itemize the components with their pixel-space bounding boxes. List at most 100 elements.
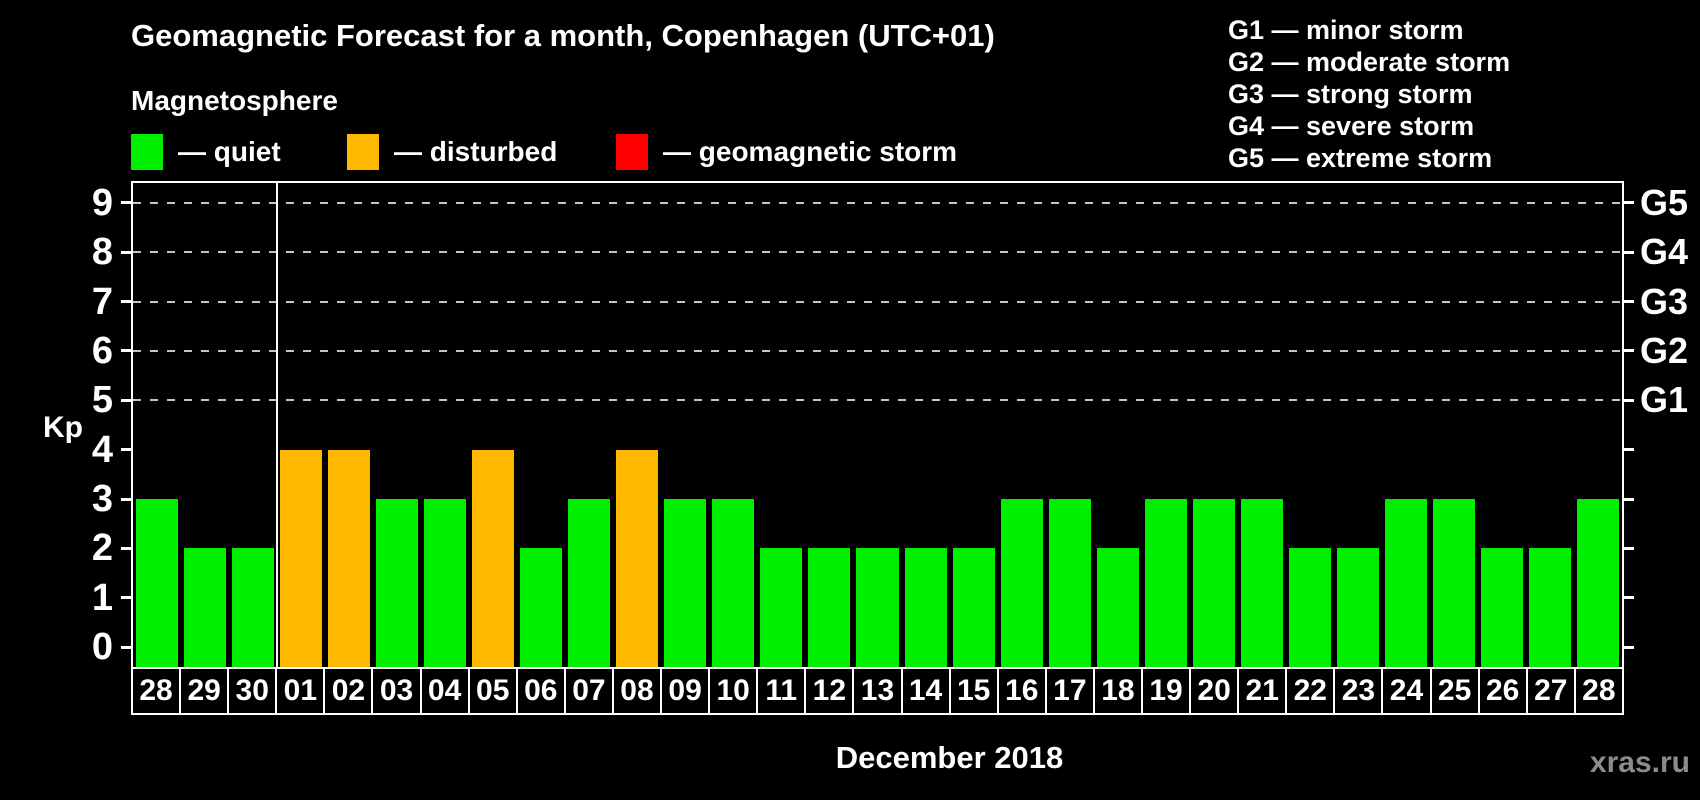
right-axis-tick xyxy=(1624,596,1634,600)
kp-bar xyxy=(1288,548,1331,667)
disturbed-color-swatch xyxy=(347,134,379,170)
kp-bar xyxy=(232,548,275,667)
kp-bar xyxy=(1576,499,1619,667)
g-scale-legend-line: G4 — severe storm xyxy=(1228,111,1475,141)
chart-title: Geomagnetic Forecast for a month, Copenh… xyxy=(131,18,995,53)
y-axis-tick-label: 6 xyxy=(91,329,113,372)
x-axis-date-cell: 01 xyxy=(275,667,326,715)
x-axis-date-cell: 13 xyxy=(852,667,903,715)
gridline-kp9 xyxy=(133,201,1622,204)
kp-bar xyxy=(664,499,707,667)
kp-bar xyxy=(760,548,803,667)
x-axis-date-cell: 20 xyxy=(1189,667,1240,715)
g-scale-legend-line: G2 — moderate storm xyxy=(1228,47,1511,77)
kp-bar xyxy=(568,499,611,667)
plot-area: 0 1 2 3 4 5 6 7 8 9 G1 G2 G3 G4 G5 xyxy=(92,181,1688,669)
g-scale-legend-line: G3 — strong storm xyxy=(1228,79,1473,109)
y-axis-tick xyxy=(121,398,131,402)
y-axis-tick-label: 8 xyxy=(91,231,113,274)
right-axis-tick xyxy=(1624,300,1634,304)
kp-bar xyxy=(1096,548,1139,667)
y-axis-tick-label: 3 xyxy=(91,478,113,521)
x-axis-date-cell: 27 xyxy=(1525,667,1576,715)
g-level-label-g3: G3 xyxy=(1640,280,1689,322)
watermark: xras.ru xyxy=(1589,746,1690,779)
x-axis-date-cell: 17 xyxy=(1044,667,1095,715)
g-scale-legend: G1 — minor storm G2 — moderate storm G3 — … xyxy=(1228,14,1510,174)
x-axis-date-cell: 21 xyxy=(1237,667,1288,715)
y-axis-tick xyxy=(121,596,131,600)
right-axis-tick xyxy=(1624,201,1634,205)
gridline-kp5 xyxy=(133,399,1622,402)
x-axis-date-cell: 26 xyxy=(1477,667,1528,715)
gridline-kp7 xyxy=(133,300,1622,303)
x-axis-date-cell: 28 xyxy=(1573,667,1624,715)
kp-bar xyxy=(424,499,467,667)
magnetosphere-heading: Magnetosphere xyxy=(131,85,338,116)
y-axis-tick xyxy=(121,645,131,649)
geomagnetic-storm-color-swatch xyxy=(616,134,648,170)
kp-bar xyxy=(808,548,851,667)
kp-bar xyxy=(1192,499,1235,667)
y-axis-tick xyxy=(121,201,131,205)
right-axis-tick xyxy=(1624,398,1634,402)
kp-bar xyxy=(1000,499,1043,667)
y-axis-tick-label: 1 xyxy=(91,576,113,619)
y-axis-tick-label: 7 xyxy=(91,280,113,323)
right-axis-tick xyxy=(1624,250,1634,254)
g-level-label-g5: G5 xyxy=(1640,181,1689,223)
right-axis-tick xyxy=(1624,645,1634,649)
kp-bar xyxy=(616,449,659,667)
kp-bar xyxy=(184,548,227,667)
y-axis-tick-label: 0 xyxy=(91,626,113,669)
gridline-kp8 xyxy=(133,251,1622,254)
g-level-label-g4: G4 xyxy=(1640,231,1689,273)
g-scale-legend-line: G5 — extreme storm xyxy=(1228,143,1493,173)
x-axis-date-cell: 02 xyxy=(323,667,374,715)
month-separator-line xyxy=(276,183,279,667)
kp-bar xyxy=(856,548,899,667)
g-level-label-g2: G2 xyxy=(1640,329,1689,371)
y-axis-tick xyxy=(121,546,131,550)
legend-item-disturbed: — disturbed xyxy=(347,134,557,170)
x-axis-date-cell: 06 xyxy=(515,667,566,715)
x-axis-date-cell: 30 xyxy=(227,667,278,715)
legend-item-quiet: — quiet xyxy=(131,134,281,170)
x-axis-date-cells: 28 29 30 01 02 03 04 05 06 07 08 09 10 11 12 13 14 15 16 17… xyxy=(131,667,1624,715)
x-axis-month-label: December 2018 xyxy=(835,740,1064,775)
kp-bar xyxy=(1480,548,1523,667)
x-axis-date-cell: 28 xyxy=(131,667,182,715)
x-axis-date-cell: 19 xyxy=(1140,667,1192,715)
kp-bar xyxy=(952,548,995,667)
kp-bar xyxy=(328,449,371,667)
x-axis-date-cell: 22 xyxy=(1285,667,1336,715)
y-axis-title: Kp xyxy=(43,411,83,444)
x-axis-date-cell: 24 xyxy=(1381,667,1432,715)
g-level-label-g1: G1 xyxy=(1640,379,1689,421)
x-axis-date-cell: 10 xyxy=(708,667,759,715)
x-axis-date-cell: 25 xyxy=(1429,667,1480,715)
kp-bar xyxy=(1432,499,1475,667)
kp-bar xyxy=(712,499,755,667)
x-axis-date-cell: 18 xyxy=(1092,667,1143,715)
y-axis-tick-label: 2 xyxy=(91,527,113,570)
y-axis-tick xyxy=(121,448,131,452)
right-axis-tick xyxy=(1624,349,1634,353)
x-axis-date-cell: 11 xyxy=(756,667,807,715)
kp-bar xyxy=(1144,499,1187,667)
quiet-color-swatch xyxy=(131,134,163,170)
kp-bar xyxy=(1048,499,1091,667)
legend-label-geomagnetic-storm: — geomagnetic storm xyxy=(663,136,958,167)
x-axis-date-cell: 09 xyxy=(660,667,711,715)
kp-bar xyxy=(472,449,515,667)
kp-bar xyxy=(1528,548,1571,667)
right-axis-tick xyxy=(1624,497,1634,501)
y-axis-tick xyxy=(121,497,131,501)
legend-item-geomagnetic-storm: — geomagnetic storm xyxy=(616,134,957,170)
legend-label-disturbed: — disturbed xyxy=(394,136,558,167)
kp-bar xyxy=(376,499,419,667)
y-axis-tick-label: 4 xyxy=(91,428,113,471)
y-axis-tick-label: 9 xyxy=(91,181,113,224)
x-axis-date-cell: 04 xyxy=(419,667,470,715)
kp-bar xyxy=(1384,499,1427,667)
